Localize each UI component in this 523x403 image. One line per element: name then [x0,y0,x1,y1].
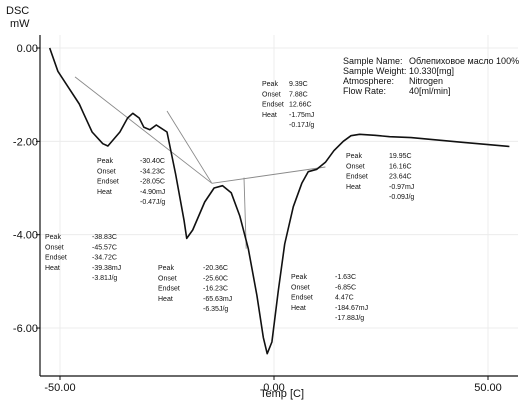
axes [39,35,518,377]
annotation-key: Onset [262,91,281,98]
info-key-sample-name: Sample Name: [343,56,403,66]
annotation-value: -1.63C [335,274,356,281]
annotation-value: -3.81J/g [92,275,117,282]
annotation-value: -65.63mJ [203,296,232,303]
annotation-value: -30.40C [140,158,165,165]
annotation-value: -34.23C [140,168,165,175]
annotation-value: -34.72C [92,255,117,262]
annotation-key: Peak [291,274,307,281]
annotation-key: Heat [262,112,277,119]
annotation-key: Endset [45,255,67,262]
series-lines [48,47,510,355]
peak-annotation: Peak -30.40C Onset -34.23C Endset -28.05C Heat… [97,158,165,206]
annotation-key: Heat [45,265,60,272]
annotation-value: -6.35J/g [203,306,228,313]
y-tick-label: -6.00 [13,323,38,335]
annotation-value: -6.85C [335,284,356,291]
annotation-key: Endset [346,174,368,181]
annotation-key: Peak [262,81,278,88]
annotation-value: -0.09J/g [389,194,414,201]
y-ticks: 0.00 -2.00 -4.00 -6.00 [13,43,40,335]
x-tick-label: 50.00 [474,382,502,394]
baseline-line [211,166,326,184]
y-axis-unit: mW [10,18,30,30]
peak-annotation: Peak 19.95C Onset 16.16C Endset 23.64C Heat -0.… [346,153,414,201]
annotation-key: Onset [346,163,365,170]
annotation-key: Peak [158,265,174,272]
annotation-key: Peak [97,158,113,165]
info-value-atmosphere: Nitrogen [409,76,443,86]
annotation-value: -16.23C [203,286,228,293]
annotation-value: -20.36C [203,265,228,272]
info-panel: Sample Name: Облепиховое масло 100% Samp… [343,56,519,96]
annotation-key: Endset [97,179,119,186]
annotation-key: Heat [291,305,306,312]
annotation-value: -39.38mJ [92,265,121,272]
baseline-line [166,110,213,184]
annotation-key: Peak [45,234,61,241]
annotation-key: Onset [158,275,177,282]
annotation-key: Peak [346,153,362,160]
peak-annotation: Peak -38.83C Onset -45.57C Endset -34.72C Heat… [45,234,121,282]
info-key-atmosphere: Atmosphere: [343,76,394,86]
peak-annotations: Peak 9.39C Onset 7.88C Endset 12.66C Heat -1.75… [45,81,414,322]
annotation-value: 9.39C [289,81,308,88]
annotation-value: -25.60C [203,275,228,282]
annotation-value: -17.88J/g [335,315,364,322]
annotation-key: Heat [97,189,112,196]
x-tick-label: 0.00 [263,382,284,394]
annotation-value: -1.75mJ [289,112,314,119]
y-tick-label: 0.00 [17,43,38,55]
info-value-sample-name: Облепиховое масло 100% [409,56,519,66]
dsc-series-line [48,47,510,355]
peak-annotation: Peak -20.36C Onset -25.60C Endset -16.23C Heat… [158,265,232,313]
info-key-flow-rate: Flow Rate: [343,86,386,96]
annotation-value: -0.97mJ [389,184,414,191]
annotation-value: 19.95C [389,153,412,160]
info-value-sample-weight: 10.330[mg] [409,66,454,76]
annotation-key: Onset [97,168,116,175]
annotation-key: Onset [45,244,64,251]
y-tick-label: -2.00 [13,136,38,148]
annotation-value: 7.88C [289,91,308,98]
y-tick-label: -4.00 [13,230,38,242]
annotation-value: -0.17J/g [289,122,314,129]
annotation-key: Heat [158,296,173,303]
annotation-value: -184.67mJ [335,305,368,312]
peak-annotation: Peak 9.39C Onset 7.88C Endset 12.66C Heat -1.75… [262,81,314,129]
annotation-key: Onset [291,284,310,291]
x-tick-label: -50.00 [44,382,75,394]
info-value-flow-rate: 40[ml/min] [409,86,451,96]
peak-annotation: Peak -1.63C Onset -6.85C Endset 4.47C Heat -184… [291,274,368,322]
annotation-key: Endset [262,102,284,109]
annotation-key: Endset [291,295,313,302]
annotation-value: 12.66C [289,102,312,109]
annotation-value: -4.90mJ [140,189,165,196]
y-axis-title: DSC [6,5,29,17]
x-ticks: -50.00 0.00 50.00 [44,376,502,394]
annotation-value: -28.05C [140,179,165,186]
annotation-value: -38.83C [92,234,117,241]
annotation-value: -0.47J/g [140,199,165,206]
grid-lines [40,35,518,376]
annotation-value: 16.16C [389,163,412,170]
annotation-key: Heat [346,184,361,191]
baseline-line [74,76,213,184]
annotation-value: -45.57C [92,244,117,251]
annotation-value: 23.64C [389,174,412,181]
annotation-key: Endset [158,286,180,293]
x-axis-title: Temp [C] [260,388,304,400]
annotation-value: 4.47C [335,295,354,302]
info-key-sample-weight: Sample Weight: [343,66,406,76]
